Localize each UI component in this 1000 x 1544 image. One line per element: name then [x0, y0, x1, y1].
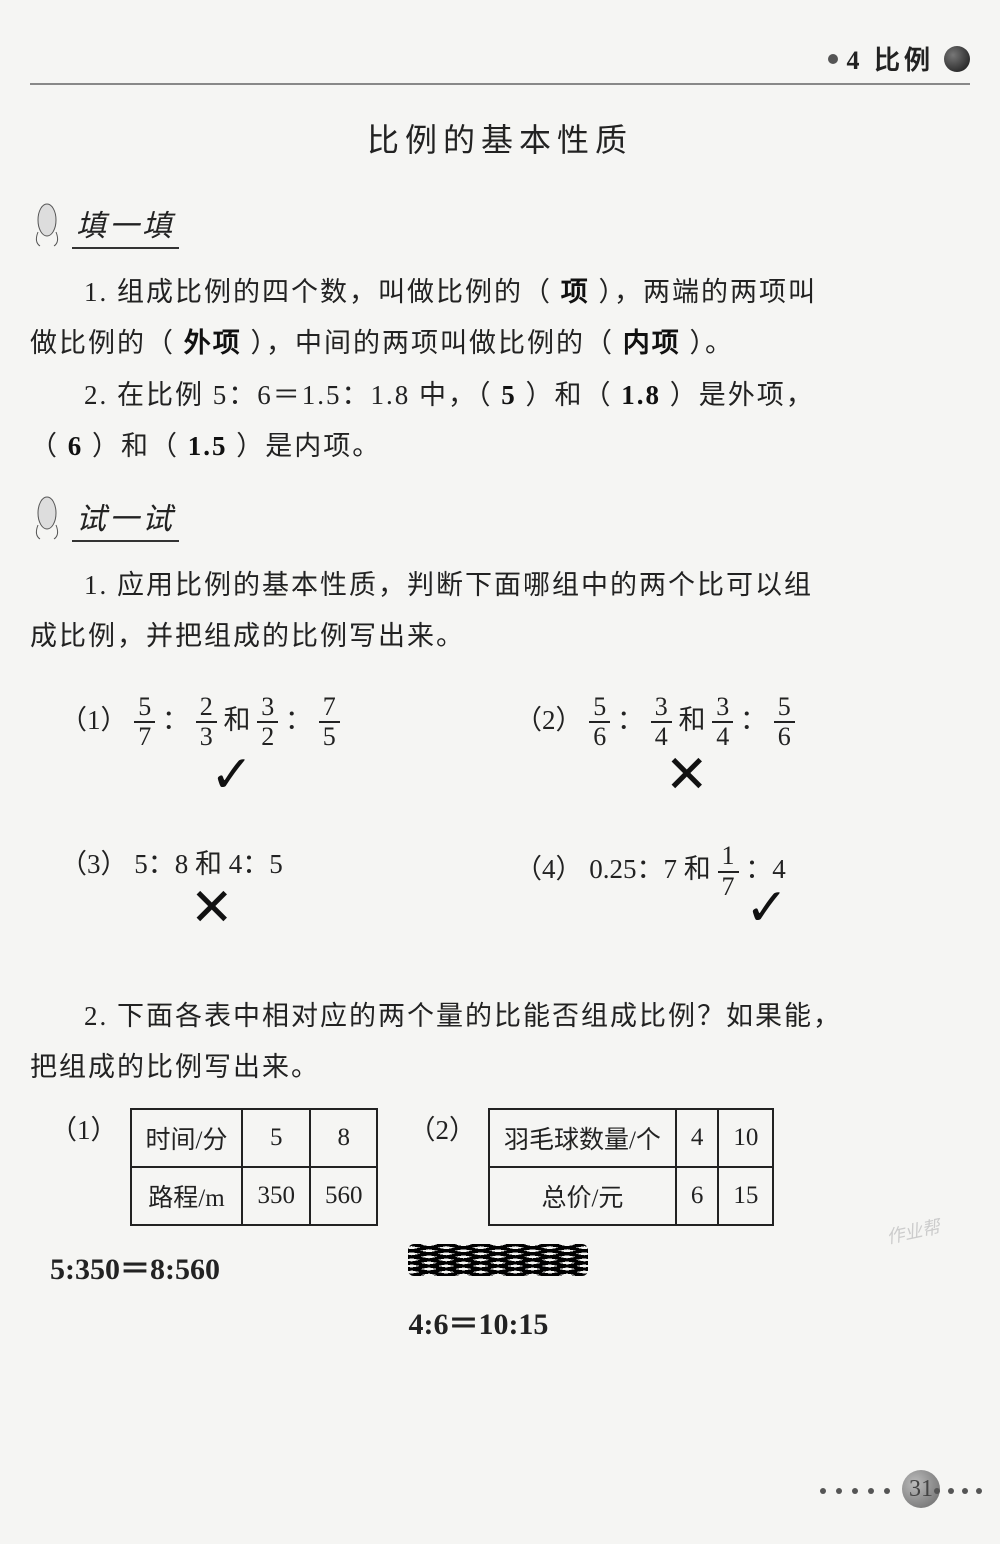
fill-q2-ans3: 6 — [68, 431, 84, 461]
table-block-2: （2） 羽毛球数量/个 4 10 总价/元 6 15 4:6＝10:15 — [408, 1108, 774, 1343]
scratch-out — [408, 1244, 588, 1276]
chapter-label: 4 比例 — [846, 40, 934, 77]
p4-cn: 1 — [718, 842, 739, 873]
p4-cd: 7 — [718, 873, 739, 902]
check-icon — [745, 878, 789, 938]
p2-dn: 5 — [774, 693, 795, 724]
decor-dot-trail-right — [934, 1488, 982, 1494]
table1-answer: 5:350＝8:560 — [50, 1244, 378, 1288]
table1-label: （1） — [50, 1115, 118, 1145]
corn-icon — [30, 495, 64, 541]
t2-r1c3: 10 — [718, 1109, 773, 1167]
fill-q2: 2. 在比例 5：6＝1.5：1.8 中，（ 5 ）和（ 1.8 ）是外项， — [30, 370, 970, 421]
try-q1-line2: 成比例，并把组成的比例写出来。 — [30, 611, 970, 662]
t1-r1c1: 时间/分 — [131, 1109, 243, 1167]
page-number-text: 31 — [909, 1476, 933, 1503]
p2-bn: 3 — [651, 693, 672, 724]
page-header: 4 比例 — [30, 40, 970, 85]
t2-r2c1: 总价/元 — [489, 1167, 676, 1225]
fill-q2-ans4: 1.5 — [188, 431, 228, 461]
fill-q2-mid1: ）和（ — [526, 380, 613, 410]
table2-answer: 4:6＝10:15 — [408, 1299, 774, 1343]
section-fill-title: 填一填 — [72, 201, 179, 249]
p3-label: （3） — [60, 849, 128, 879]
fill-q1-ans2: 外项 — [184, 328, 242, 358]
table-1: 时间/分 5 8 路程/m 350 560 — [130, 1108, 379, 1226]
decor-dot-trail-left — [820, 1488, 890, 1494]
problem-row-1: （1） 57 ： 23 和 32 ： 75 （2） 56 ： 34 和 34 ：… — [60, 693, 970, 752]
fill-q2-l2a: （ — [30, 431, 59, 461]
p1-mid: 和 — [224, 705, 251, 735]
fill-q2-ans1: 5 — [501, 380, 517, 410]
cross-icon — [665, 745, 709, 805]
problem-3: （3） 5：8 和 4：5 — [60, 842, 515, 881]
fill-q1-mid1: ），两端的两项叫 — [599, 277, 818, 307]
fill-q2-end: ）是内项。 — [236, 431, 381, 461]
t1-r1c3: 8 — [310, 1109, 378, 1167]
fill-q2-pre: 2. 在比例 5：6＝1.5：1.8 中，（ — [84, 380, 493, 410]
problem-row-2: （3） 5：8 和 4：5 （4） 0.25：7 和 17 ：4 — [60, 842, 970, 901]
problem-1: （1） 57 ： 23 和 32 ： 75 — [60, 693, 515, 752]
fill-q2-mid2: ）是外项， — [670, 380, 815, 410]
p1-ad: 7 — [134, 723, 155, 752]
p2-dd: 6 — [774, 723, 795, 752]
p2-cd: 4 — [712, 723, 733, 752]
t1-r2c1: 路程/m — [131, 1167, 243, 1225]
p1-label: （1） — [60, 705, 128, 735]
fill-q2-line2: （ 6 ）和（ 1.5 ）是内项。 — [30, 421, 970, 472]
table-2: 羽毛球数量/个 4 10 总价/元 6 15 — [488, 1108, 774, 1226]
t2-r1c1: 羽毛球数量/个 — [489, 1109, 676, 1167]
check-icon — [210, 745, 254, 805]
p3-text: 5：8 和 4：5 — [134, 849, 283, 879]
p1-bn: 2 — [196, 693, 217, 724]
p2-an: 5 — [589, 693, 610, 724]
p2-mid: 和 — [679, 705, 706, 735]
corn-icon — [30, 202, 64, 248]
t2-r2c3: 15 — [718, 1167, 773, 1225]
fill-q1-ans3: 内项 — [623, 328, 681, 358]
fill-q2-mid3: ）和（ — [92, 431, 179, 461]
decor-dot-small — [828, 54, 838, 64]
try-q1-line1: 1. 应用比例的基本性质，判断下面哪组中的两个比可以组 — [30, 560, 970, 611]
tables-row: （1） 时间/分 5 8 路程/m 350 560 5:350＝8:560 （2… — [50, 1108, 970, 1343]
page-title: 比例的基本性质 — [30, 115, 970, 161]
table-block-1: （1） 时间/分 5 8 路程/m 350 560 5:350＝8:560 — [50, 1108, 378, 1288]
fill-q1-mid2: ），中间的两项叫做比例的（ — [251, 328, 615, 358]
fill-q1-line2: 做比例的（ 外项 ），中间的两项叫做比例的（ 内项 ）。 — [30, 318, 970, 369]
p2-ad: 6 — [589, 723, 610, 752]
fill-q1-ans1: 项 — [561, 277, 590, 307]
table2-label: （2） — [408, 1115, 476, 1145]
fill-q2-ans2: 1.8 — [621, 380, 661, 410]
try-q2-line1: 2. 下面各表中相对应的两个量的比能否组成比例？如果能， — [30, 991, 970, 1042]
p4-pre: 0.25：7 和 — [589, 854, 711, 884]
t1-r2c3: 560 — [310, 1167, 378, 1225]
p1-dn: 7 — [319, 693, 340, 724]
p1-cd: 2 — [257, 723, 278, 752]
fill-q1-l2a: 做比例的（ — [30, 328, 175, 358]
p4-label: （4） — [515, 854, 583, 884]
decor-dot-large — [944, 46, 970, 72]
p1-dd: 5 — [319, 723, 340, 752]
fill-q1: 1. 组成比例的四个数，叫做比例的（ 项 ），两端的两项叫 — [30, 267, 970, 318]
section-try-header: 试一试 — [30, 494, 970, 542]
t2-r1c2: 4 — [676, 1109, 719, 1167]
cross-icon — [190, 878, 234, 938]
problem-2: （2） 56 ： 34 和 34 ： 56 — [515, 693, 970, 752]
p2-cn: 3 — [712, 693, 733, 724]
p1-cn: 3 — [257, 693, 278, 724]
p2-label: （2） — [515, 705, 583, 735]
fill-q1-text: 1. 组成比例的四个数，叫做比例的（ — [84, 277, 552, 307]
fill-q1-end: ）。 — [690, 328, 735, 358]
p1-an: 5 — [134, 693, 155, 724]
t1-r1c2: 5 — [242, 1109, 310, 1167]
section-try-title: 试一试 — [72, 494, 179, 542]
t2-r2c2: 6 — [676, 1167, 719, 1225]
try-q2-line2: 把组成的比例写出来。 — [30, 1042, 970, 1093]
t1-r2c2: 350 — [242, 1167, 310, 1225]
problem-4: （4） 0.25：7 和 17 ：4 — [515, 842, 970, 901]
section-fill-header: 填一填 — [30, 201, 970, 249]
